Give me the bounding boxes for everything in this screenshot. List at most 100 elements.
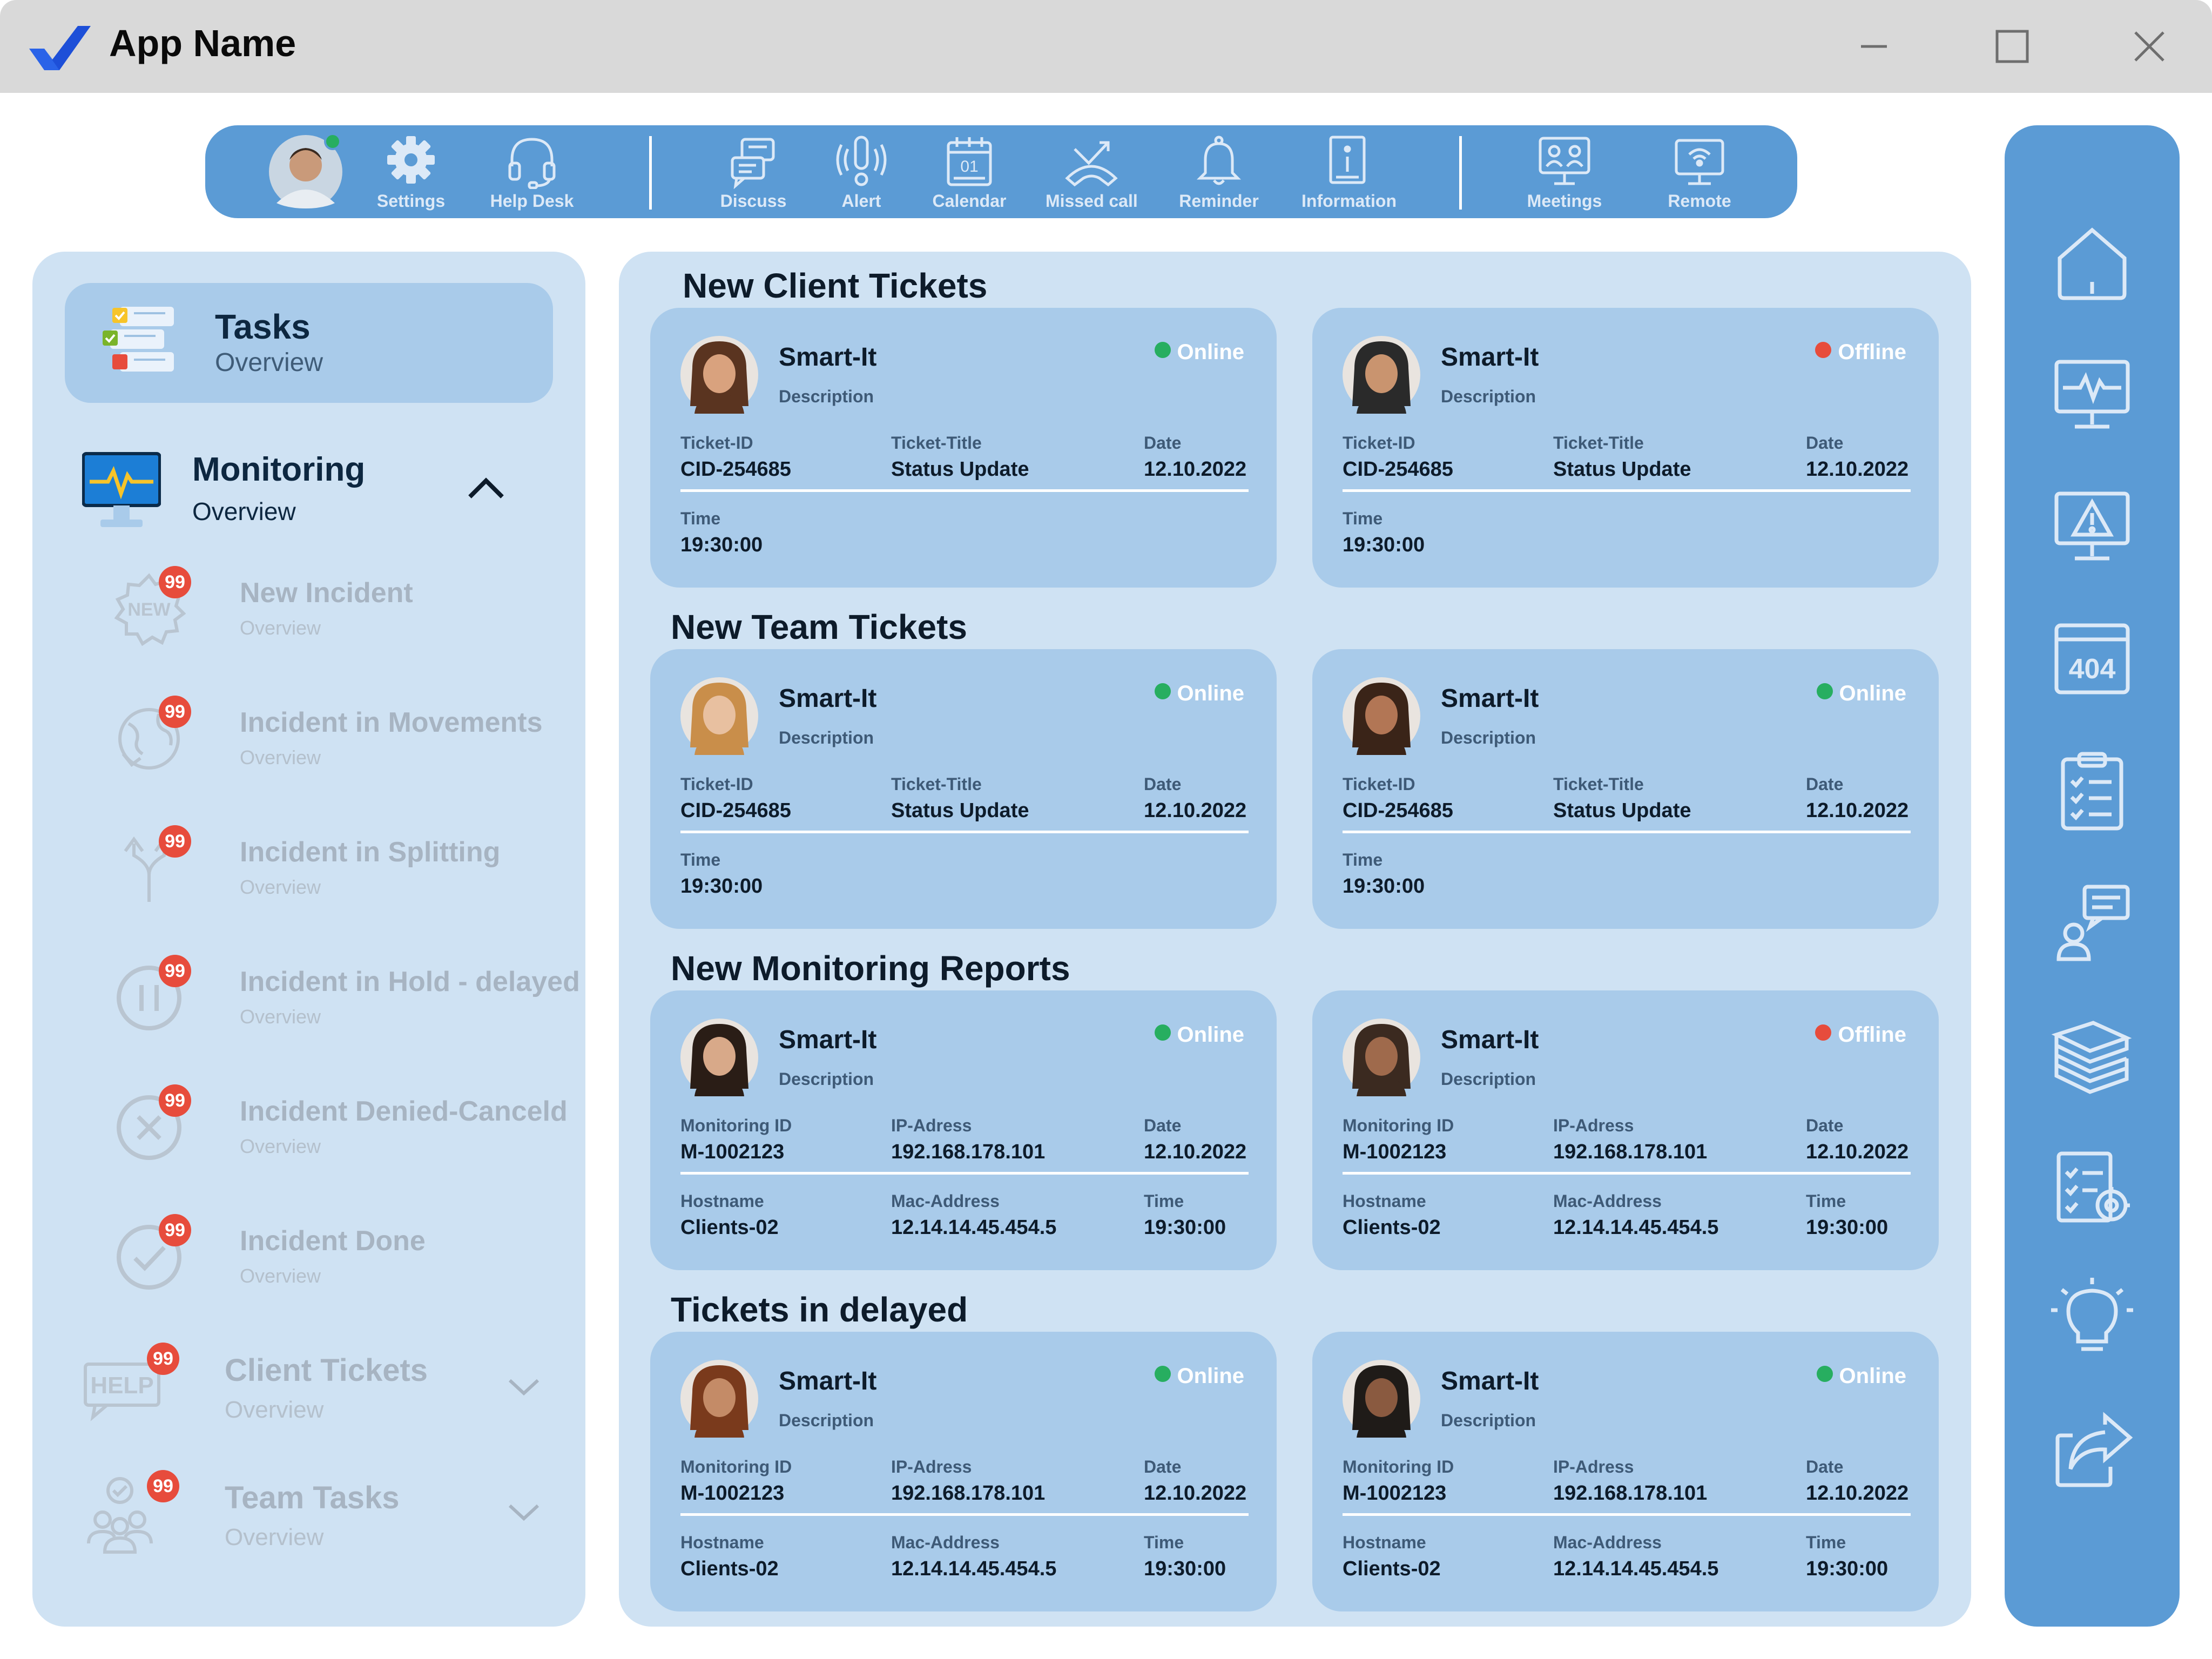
incident-done[interactable]: 99 Incident Done Overview bbox=[112, 1214, 577, 1318]
toolbar-calendar[interactable]: 01 Calendar bbox=[923, 133, 1015, 214]
field-label: Time bbox=[1806, 1533, 1846, 1552]
field-label: Hostname bbox=[1343, 1533, 1426, 1552]
field-label: Ticket-Title bbox=[1553, 433, 1644, 453]
field-value: CID-254685 bbox=[680, 799, 791, 822]
main-content: New Client Tickets Smart-It Description Onl… bbox=[619, 252, 1971, 1627]
incident-subtitle: Overview bbox=[240, 1135, 321, 1157]
books-icon[interactable] bbox=[2051, 1013, 2133, 1095]
calendar-icon: 01 bbox=[947, 137, 992, 186]
incident-new[interactable]: NEW 99 New Incident Overview bbox=[112, 566, 577, 670]
maximize-button[interactable] bbox=[1991, 25, 2034, 68]
user-chat-icon[interactable] bbox=[2051, 881, 2133, 963]
avatar bbox=[680, 1019, 758, 1096]
ticket-card[interactable]: Smart-It Description Online Ticket-ID CID-25… bbox=[1312, 649, 1939, 929]
error-404-icon[interactable]: 404 bbox=[2051, 618, 2133, 700]
divider bbox=[1343, 831, 1911, 833]
toolbar-help-desk[interactable]: Help Desk bbox=[486, 133, 578, 214]
ticket-card[interactable]: Smart-It Description Online Ticket-ID CID-25… bbox=[650, 649, 1277, 929]
card-description: Description bbox=[779, 1069, 874, 1089]
field-label: Ticket-ID bbox=[680, 433, 753, 453]
field-value: 192.168.178.101 bbox=[1553, 1482, 1708, 1505]
field-label: Date bbox=[1144, 433, 1182, 453]
notification-badge: 99 bbox=[159, 825, 191, 858]
section-title: New Client Tickets bbox=[683, 266, 988, 305]
left-sidebar: Tasks Overview Monitoring Overview NEW 9… bbox=[32, 252, 585, 1627]
incident-title: Incident Denied-Canceld bbox=[240, 1096, 568, 1127]
ticket-card[interactable]: Smart-It Description Online Monitoring ID M-… bbox=[650, 990, 1277, 1270]
toolbar-information[interactable]: Information bbox=[1301, 133, 1397, 214]
toolbar-reminder[interactable]: Reminder bbox=[1173, 133, 1265, 214]
status-dot bbox=[1815, 1024, 1832, 1041]
toolbar-meetings[interactable]: Meetings bbox=[1519, 133, 1610, 214]
field-label: Monitoring ID bbox=[1343, 1116, 1454, 1135]
lightbulb-icon[interactable] bbox=[2051, 1277, 2133, 1359]
ticket-card[interactable]: Smart-It Description Online Monitoring ID M-… bbox=[1312, 1332, 1939, 1611]
divider bbox=[680, 1513, 1249, 1516]
ticket-card[interactable]: Smart-It Description Online Ticket-ID CID-25… bbox=[650, 308, 1277, 588]
monitor-pulse-icon[interactable] bbox=[2051, 354, 2133, 436]
card-name: Smart-It bbox=[1441, 1367, 1539, 1395]
incident-title: Incident in Hold - delayed bbox=[240, 966, 580, 997]
incident-hold-delayed[interactable]: 99 Incident in Hold - delayed Overview bbox=[112, 955, 580, 1058]
field-value: 192.168.178.101 bbox=[1553, 1141, 1708, 1163]
toolbar-label: Discuss bbox=[720, 191, 787, 211]
user-avatar[interactable] bbox=[269, 133, 343, 210]
field-label: Hostname bbox=[680, 1191, 764, 1211]
chevron-down-icon[interactable] bbox=[507, 1375, 541, 1399]
cancel-icon bbox=[117, 1095, 181, 1160]
discuss-icon bbox=[731, 138, 775, 189]
card-description: Description bbox=[1441, 1411, 1536, 1430]
card-description: Description bbox=[1441, 728, 1536, 747]
toolbar-missed-call[interactable]: Missed call bbox=[1046, 133, 1138, 214]
toolbar-remote[interactable]: Remote bbox=[1654, 133, 1745, 214]
field-label: Date bbox=[1806, 433, 1844, 453]
chevron-up-icon[interactable] bbox=[466, 474, 507, 501]
toolbar-settings[interactable]: Settings bbox=[365, 133, 457, 214]
field-value: M-1002123 bbox=[680, 1141, 785, 1163]
ticket-card[interactable]: Smart-It Description Online Monitoring ID M-… bbox=[650, 1332, 1277, 1611]
field-value: 12.10.2022 bbox=[1144, 799, 1247, 822]
ticket-card[interactable]: Smart-It Description Offline Ticket-ID CID-2… bbox=[1312, 308, 1939, 588]
incident-title: New Incident bbox=[240, 577, 413, 609]
chevron-down-icon[interactable] bbox=[507, 1500, 541, 1524]
card-description: Description bbox=[1441, 1069, 1536, 1089]
incident-movements[interactable]: 99 Incident in Movements Overview bbox=[112, 696, 577, 799]
field-value: 12.14.14.45.454.5 bbox=[1553, 1557, 1719, 1580]
incident-title: Incident in Splitting bbox=[240, 837, 501, 868]
field-label: Time bbox=[1144, 1191, 1184, 1211]
toolbar-alert[interactable]: Alert bbox=[815, 133, 907, 214]
tasks-overview-card[interactable]: Tasks Overview bbox=[65, 283, 553, 403]
minimize-button[interactable] bbox=[1852, 25, 1896, 68]
team-tasks-group[interactable]: 99 Team Tasks Overview bbox=[82, 1470, 568, 1583]
incident-denied[interactable]: 99 Incident Denied-Canceld Overview bbox=[112, 1084, 577, 1188]
field-value: 12.14.14.45.454.5 bbox=[891, 1557, 1057, 1580]
home-icon[interactable] bbox=[2051, 222, 2133, 305]
section-title: New Team Tickets bbox=[671, 608, 967, 646]
incident-splitting[interactable]: 99 Incident in Splitting Overview bbox=[112, 825, 577, 929]
incident-subtitle: Overview bbox=[240, 746, 321, 768]
warning-monitor-icon[interactable] bbox=[2051, 486, 2133, 568]
toolbar-discuss[interactable]: Discuss bbox=[707, 133, 799, 214]
field-value: Status Update bbox=[1553, 799, 1691, 822]
close-button[interactable] bbox=[2128, 25, 2171, 68]
movement-icon bbox=[118, 708, 180, 770]
status-badge: Online bbox=[1154, 1364, 1244, 1388]
client-tickets-group[interactable]: HELP 99 Client Tickets Overview bbox=[82, 1343, 568, 1456]
field-value: 19:30:00 bbox=[1343, 534, 1425, 556]
field-label: Monitoring ID bbox=[680, 1116, 792, 1135]
card-name: Smart-It bbox=[779, 1026, 877, 1054]
field-value: 19:30:00 bbox=[680, 875, 763, 898]
app-logo-icon bbox=[29, 26, 91, 70]
svg-text:01: 01 bbox=[960, 158, 978, 176]
toolbar-divider bbox=[649, 136, 652, 210]
status-text: Online bbox=[1177, 1023, 1244, 1047]
checklist-icon[interactable] bbox=[2051, 750, 2133, 832]
share-icon[interactable] bbox=[2051, 1408, 2133, 1491]
ticket-card[interactable]: Smart-It Description Offline Monitoring ID M… bbox=[1312, 990, 1939, 1270]
check-circle-icon bbox=[117, 1225, 181, 1290]
card-name: Smart-It bbox=[1441, 1026, 1539, 1054]
group-title: Team Tasks bbox=[225, 1480, 400, 1515]
status-text: Online bbox=[1177, 340, 1244, 364]
field-value: CID-254685 bbox=[680, 458, 791, 481]
report-settings-icon[interactable] bbox=[2051, 1145, 2133, 1227]
